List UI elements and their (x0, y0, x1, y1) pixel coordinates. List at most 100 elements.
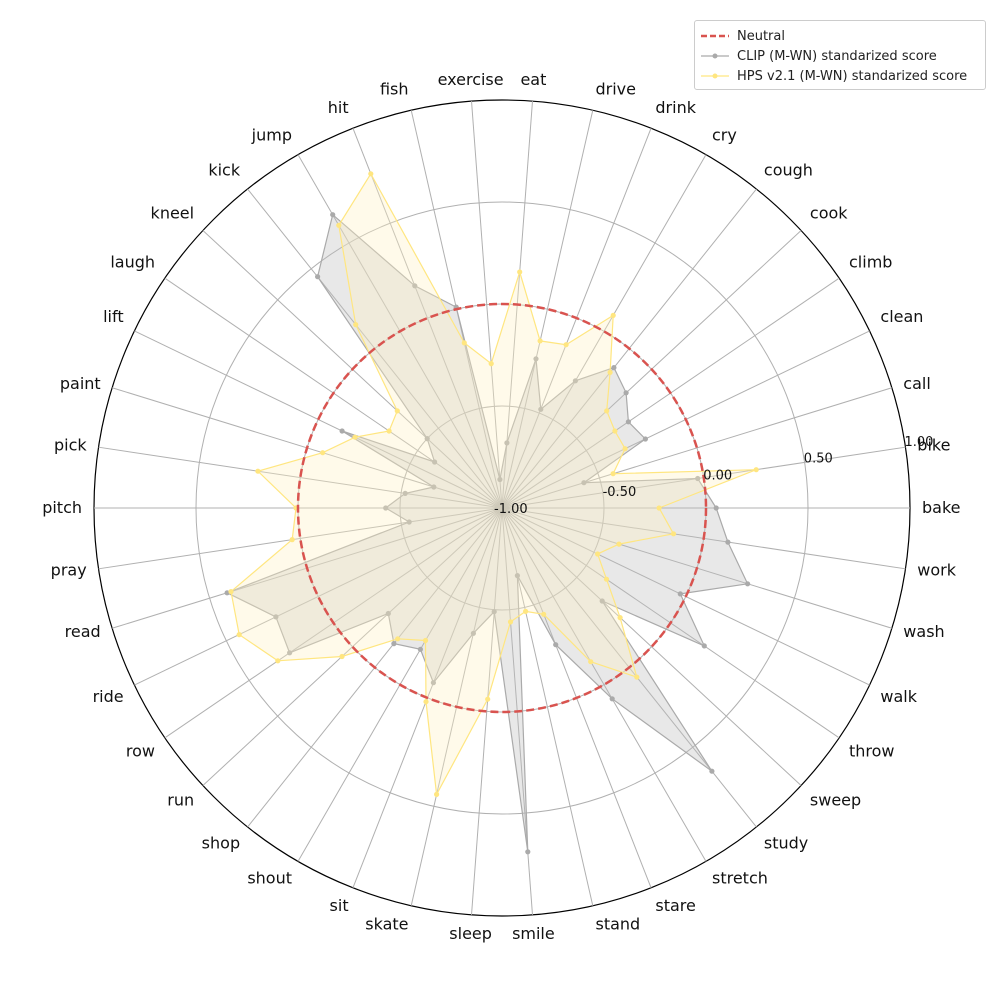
point-clip-lift (339, 428, 345, 434)
point-clip-call (581, 480, 587, 486)
point-clip-jump (330, 212, 336, 218)
category-label: cook (810, 203, 848, 222)
point-clip-shout (417, 646, 423, 652)
category-label: shop (202, 833, 240, 852)
r-tick-label: -0.50 (603, 485, 637, 500)
point-hps-cry (610, 312, 616, 318)
category-label: shout (247, 869, 292, 888)
point-clip-clean (642, 436, 649, 442)
point-hps-shout (422, 637, 429, 644)
category-label: row (126, 742, 155, 761)
point-clip-ride (273, 614, 279, 620)
point-hps-sleep (485, 696, 491, 702)
point-clip-climb (625, 419, 632, 425)
spoke-pray (98, 507, 503, 570)
point-hps-run (339, 653, 345, 660)
point-hps-walk (595, 551, 601, 557)
spoke-sweep (501, 507, 802, 786)
point-hps-skate (434, 791, 440, 798)
point-hps-bike (753, 467, 759, 473)
point-clip-throw (701, 643, 707, 649)
point-clip-kick (315, 274, 321, 280)
category-label: study (764, 833, 808, 852)
point-clip-pick (402, 490, 408, 496)
point-hps-wash (616, 541, 622, 547)
r-tick-label: 0.50 (804, 452, 833, 467)
category-label: sit (330, 896, 349, 915)
point-hps-ride (236, 632, 242, 638)
point-hps-pray (289, 537, 295, 543)
category-label: work (917, 561, 956, 580)
point-clip-bike (695, 475, 701, 482)
point-clip-sit (430, 680, 436, 686)
point-clip-cry (572, 378, 579, 384)
category-label: ride (93, 687, 124, 706)
legend: Neutral CLIP (M-WN) standarized score HP… (694, 20, 986, 90)
legend-item-clip: CLIP (M-WN) standarized score (701, 46, 937, 66)
category-label: fish (380, 80, 409, 99)
radar-labels: bake bike call clean climb cook cough cry drinkd… (42, 70, 960, 943)
category-label: hit (328, 98, 349, 117)
category-label: eat (520, 70, 546, 89)
category-label: drive (596, 80, 637, 99)
neutral-layer (296, 302, 708, 714)
category-label: kneel (151, 203, 195, 222)
category-label: read (65, 622, 101, 641)
category-label: smile (512, 924, 555, 943)
point-hps-pick (255, 468, 261, 474)
r-tick-label: 0.00 (703, 469, 732, 484)
point-hps-lift (352, 434, 358, 440)
point-clip-row (287, 650, 293, 656)
spoke-sleep (471, 507, 503, 915)
point-clip-work (725, 539, 731, 545)
point-clip-paint (431, 484, 437, 490)
point-clip-bake (713, 505, 719, 511)
point-clip-exercise (497, 476, 503, 483)
point-hps-smile (507, 619, 514, 625)
point-clip-run (385, 610, 391, 617)
point-hps-cook (604, 408, 610, 414)
point-hps-sweep (617, 615, 623, 621)
category-label: run (167, 791, 194, 810)
point-hps-paint (320, 450, 326, 456)
point-hps-throw (603, 576, 610, 582)
point-hps-study (634, 674, 640, 680)
point-hps-exercise (488, 361, 494, 367)
point-clip-kneel (424, 436, 430, 442)
category-label: cough (764, 161, 813, 180)
category-label: paint (60, 374, 101, 393)
category-label: wash (903, 622, 944, 641)
point-clip-read (224, 590, 230, 596)
point-clip-stand (514, 573, 521, 579)
point-hps-sit (423, 699, 429, 705)
category-label: drink (655, 98, 696, 117)
legend-label-clip: CLIP (M-WN) standarized score (737, 48, 937, 64)
spoke-hit (352, 128, 503, 509)
point-clip-skate (470, 630, 476, 636)
point-clip-cook (623, 390, 629, 396)
category-label: lift (103, 307, 124, 326)
point-clip-stretch (609, 696, 615, 702)
point-clip-drive (533, 356, 539, 362)
category-label: walk (880, 687, 917, 706)
category-label: skate (365, 915, 408, 934)
category-label: pitch (42, 498, 82, 517)
point-hps-fish (461, 340, 467, 346)
category-label: stare (655, 896, 695, 915)
point-clip-pray (406, 519, 412, 525)
spoke-pick (98, 446, 503, 509)
category-label: clean (880, 307, 923, 326)
category-label: jump (251, 125, 292, 144)
category-label: bike (917, 435, 950, 454)
point-hps-row (275, 658, 281, 664)
point-clip-pitch (383, 505, 389, 511)
point-hps-drive (537, 338, 543, 344)
point-hps-hit (368, 171, 374, 177)
category-label: stand (596, 915, 641, 934)
point-clip-study (709, 768, 715, 774)
point-hps-bake (656, 505, 662, 511)
spoke-ride (134, 507, 503, 686)
category-label: pick (54, 435, 87, 454)
